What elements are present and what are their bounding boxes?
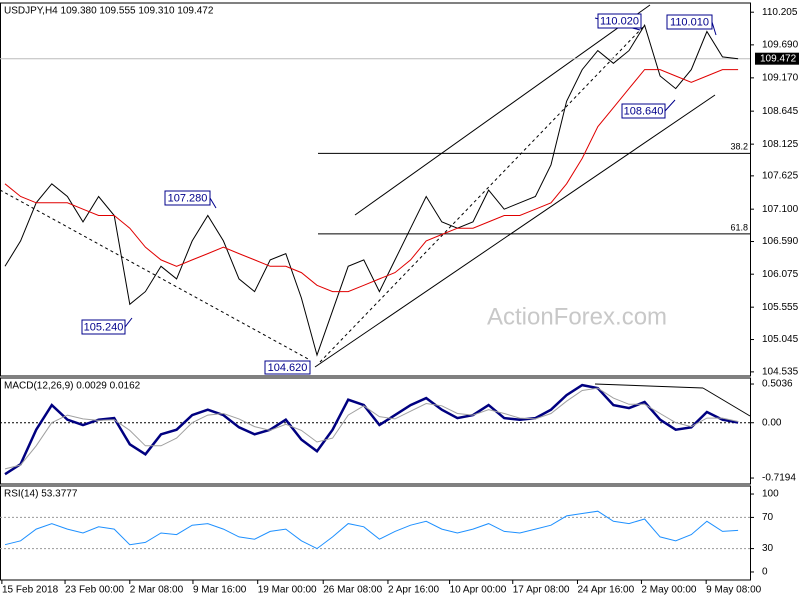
- price-box: [755, 52, 799, 65]
- channel-line: [354, 4, 651, 216]
- annotation: 108.640: [621, 103, 666, 119]
- y-tick-label: 107.625: [762, 171, 799, 182]
- y-tick-label: 110.205: [762, 7, 798, 18]
- annotation-box: [621, 103, 666, 119]
- trend-line: [319, 24, 646, 363]
- connector: [124, 317, 133, 328]
- watermark: ActionForex.com: [487, 303, 667, 330]
- annotation-label: 110.010: [670, 16, 709, 28]
- y-tick-label: 108.125: [762, 139, 799, 150]
- annotation-label: 110.020: [600, 15, 639, 27]
- fib-label: 38.2: [730, 142, 748, 152]
- connector: [209, 197, 217, 209]
- x-tick-label: 9 Mar 16:00: [193, 585, 247, 596]
- annotation-box: [264, 360, 311, 375]
- panel-title: USDJPY,H4 109.380 109.555 109.310 109.47…: [4, 6, 214, 17]
- series-line: [4, 383, 739, 476]
- panel-title: RSI(14) 53.3777: [4, 489, 78, 500]
- channel-line: [314, 94, 716, 368]
- x-tick-label: 23 Feb 00:00: [65, 585, 124, 596]
- y-tick-label: 0.5036: [762, 379, 793, 390]
- x-tick-label: 10 Apr 00:00: [450, 585, 507, 596]
- series-line: [4, 387, 739, 470]
- series-line: [4, 510, 739, 550]
- x-tick-label: 15 Feb 2018: [2, 585, 59, 596]
- fib-label: 61.8: [730, 222, 748, 232]
- annotation-label: 105.240: [84, 321, 124, 333]
- macd-trend-line: [702, 387, 751, 417]
- annotation: 107.280: [164, 190, 211, 206]
- panel-frame: [0, 2, 751, 377]
- y-tick-label: 109.170: [762, 72, 799, 83]
- x-tick-label: 17 Apr 08:00: [513, 585, 570, 596]
- series-line: [4, 23, 739, 357]
- panel-title: MACD(12,26,9) 0.0029 0.0162: [4, 381, 141, 392]
- x-tick-label: 19 Mar 00:00: [258, 585, 317, 596]
- series-line: [4, 69, 739, 293]
- panel-frame: [0, 377, 751, 485]
- annotation: 105.240: [81, 319, 126, 335]
- annotation-label: 104.620: [268, 362, 308, 374]
- connector: [664, 99, 676, 112]
- annotation: 110.010: [666, 14, 713, 30]
- x-tick-label: 2 Mar 08:00: [130, 585, 184, 596]
- annotation-box: [81, 319, 126, 335]
- annotation-box: [666, 14, 713, 30]
- x-tick-label: 2 Apr 16:00: [388, 585, 440, 596]
- annotation-label: 107.280: [168, 192, 208, 204]
- x-tick-label: 26 Mar 08:00: [323, 585, 382, 596]
- y-tick-label: 0.00: [762, 417, 782, 428]
- price-label: 109.472: [760, 53, 797, 64]
- annotation: 104.620: [264, 360, 311, 375]
- y-tick-label: 104.535: [762, 367, 799, 378]
- annotation-box: [597, 13, 642, 29]
- x-tick-label: 9 May 08:00: [706, 585, 761, 596]
- y-tick-label: 0: [762, 567, 768, 578]
- connector: [711, 21, 717, 36]
- trend-line: [0, 189, 311, 361]
- price-layout: [0, 4, 717, 368]
- y-tick-label: 105.555: [762, 302, 799, 313]
- y-tick-label: 105.045: [762, 334, 799, 345]
- panel-frame: [0, 485, 751, 581]
- y-tick-label: 106.075: [762, 269, 799, 280]
- y-tick-label: 30: [762, 543, 774, 554]
- x-tick-label: 24 Apr 16:00: [577, 585, 634, 596]
- macd-trend-line: [594, 383, 704, 389]
- x-tick-label: 2 May 00:00: [641, 585, 696, 596]
- y-tick-label: 70: [762, 512, 774, 523]
- annotation: 110.020: [597, 13, 642, 29]
- y-tick-label: 109.690: [762, 40, 799, 51]
- annotation-label: 108.640: [624, 105, 664, 117]
- y-tick-label: 100: [762, 489, 779, 500]
- annotation-box: [164, 190, 211, 206]
- y-tick-label: 108.645: [762, 106, 799, 117]
- y-tick-label: 106.590: [762, 236, 799, 247]
- y-tick-label: -0.7194: [762, 473, 796, 484]
- y-tick-label: 107.100: [762, 204, 799, 215]
